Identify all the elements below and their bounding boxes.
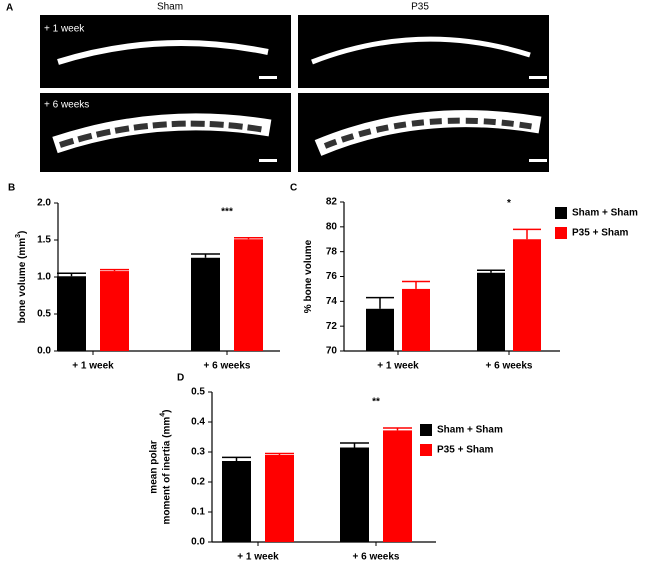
legend-swatch (555, 207, 567, 219)
error-bar (477, 269, 505, 273)
error-bar (513, 228, 541, 240)
error-bar (383, 427, 412, 431)
error-bar (340, 442, 369, 448)
legend-swatch (555, 227, 567, 239)
y-axis-label: bone volume (mm3) (15, 231, 28, 324)
micro-ct-images (40, 15, 549, 172)
label-part: mean polar (148, 440, 159, 493)
error-bar (57, 272, 86, 277)
x-tick-label: + 1 week (72, 361, 114, 372)
y-tick-label: 72 (326, 321, 338, 332)
x-tick-label: + 1 week (377, 361, 419, 372)
bar (383, 430, 412, 542)
error-bar (265, 452, 294, 455)
y-tick-label: 74 (326, 296, 338, 307)
y-tick-label: 78 (326, 246, 338, 257)
x-tick-label: + 6 weeks (353, 552, 400, 563)
y-tick-label: 0.5 (37, 309, 51, 320)
y-axis-label: mean polar (148, 440, 159, 493)
y-tick-label: 0.0 (37, 346, 51, 357)
y-tick-label: 0.5 (191, 387, 205, 398)
bar (100, 271, 129, 351)
significance-annotation: * (507, 198, 511, 209)
row-label: + 6 weeks (44, 100, 89, 111)
error-bar (402, 280, 430, 289)
y-axis-label: % bone volume (303, 239, 314, 313)
x-tick-label: + 6 weeks (204, 361, 251, 372)
x-tick-label: + 1 week (237, 552, 279, 563)
bar (222, 461, 251, 542)
bar (340, 447, 369, 542)
superscript: 3 (15, 234, 22, 238)
column-header: P35 (411, 2, 429, 13)
panel-label: C (290, 183, 297, 194)
y-tick-label: 0.4 (191, 417, 205, 428)
error-bar (222, 456, 251, 461)
significance-annotation: ** (372, 397, 380, 408)
bar (57, 276, 86, 351)
bar (265, 455, 294, 542)
y-tick-label: 1.0 (37, 272, 51, 283)
x-tick-label: + 6 weeks (486, 361, 533, 372)
bar (366, 308, 394, 351)
column-header: Sham (157, 2, 183, 13)
y-tick-label: 2.0 (37, 198, 51, 209)
y-tick-label: 76 (326, 271, 338, 282)
y-tick-label: 80 (326, 221, 338, 232)
label-part: ) (161, 409, 172, 412)
panel-label: D (177, 373, 184, 384)
error-bar (100, 268, 129, 272)
legend-swatch (420, 444, 432, 456)
panel-label: A (6, 3, 13, 14)
y-tick-label: 0.2 (191, 477, 205, 488)
bar (513, 239, 541, 351)
label-part: bone volume (mm (17, 238, 28, 324)
label-part: % bone volume (303, 239, 314, 313)
error-bar (234, 237, 263, 240)
superscript: 4 (159, 413, 166, 417)
legend-swatch (420, 424, 432, 436)
legend-label: Sham + Sham (437, 425, 503, 436)
legend-label: Sham + Sham (572, 208, 638, 219)
y-tick-label: 0.0 (191, 537, 205, 548)
error-bar (366, 296, 394, 309)
legend-label: P35 + Sham (572, 228, 629, 239)
bar (477, 272, 505, 351)
bar (402, 288, 430, 351)
y-tick-label: 70 (326, 346, 338, 357)
y-axis-label: moment of inertia (mm4) (159, 409, 172, 524)
bar (234, 239, 263, 351)
y-tick-label: 0.3 (191, 447, 205, 458)
error-bar (191, 253, 220, 258)
panel-label: B (8, 183, 15, 194)
label-part: moment of inertia (mm (161, 417, 172, 525)
row-label: + 1 week (44, 24, 85, 35)
bar (191, 257, 220, 351)
y-tick-label: 0.1 (191, 507, 205, 518)
significance-annotation: *** (221, 206, 233, 217)
legend-label: P35 + Sham (437, 445, 494, 456)
y-tick-label: 1.5 (37, 235, 51, 246)
label-part: ) (17, 231, 28, 234)
y-tick-label: 82 (326, 197, 338, 208)
